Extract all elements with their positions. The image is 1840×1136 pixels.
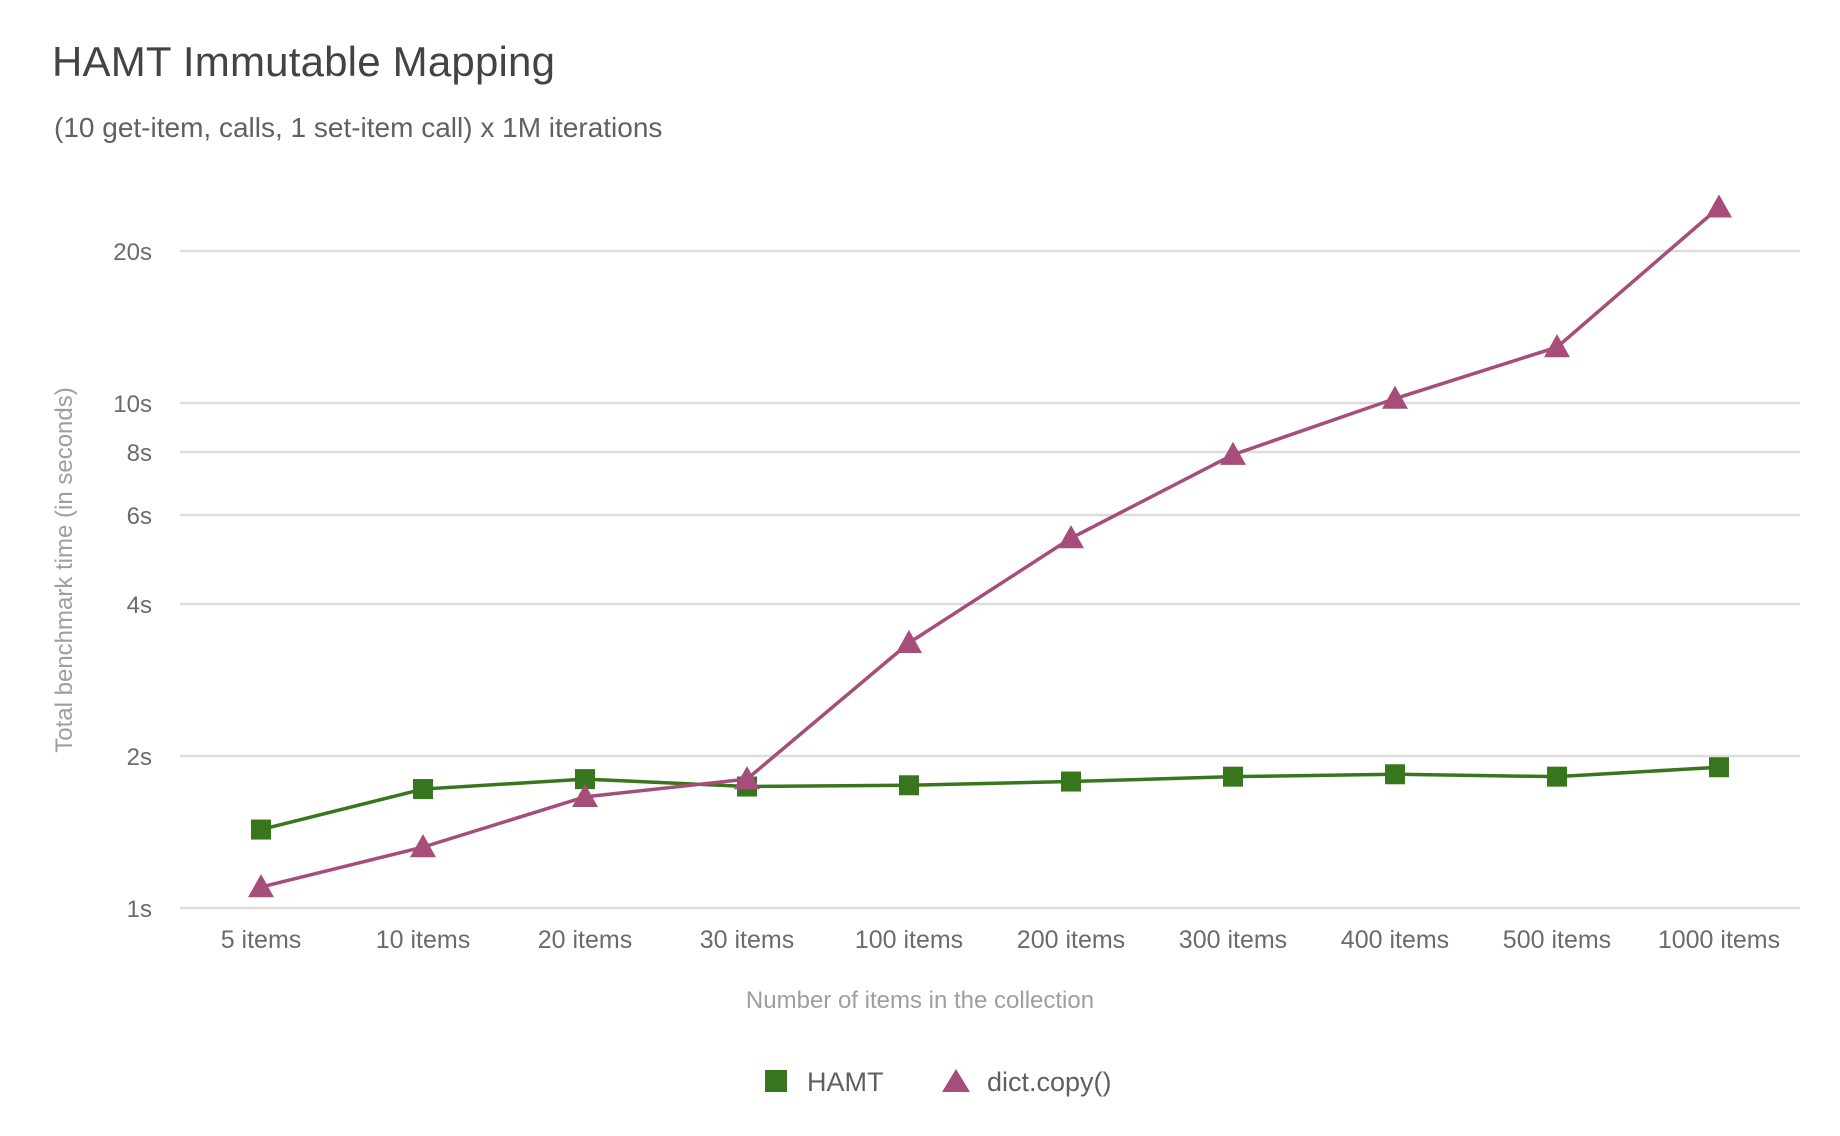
y-axis-tick-label: 20s — [113, 239, 152, 266]
chart-title: HAMT Immutable Mapping — [52, 38, 556, 85]
y-axis-tick-label: 2s — [127, 744, 152, 771]
series-line-dict-copy- — [260, 206, 1721, 889]
legend-label[interactable]: HAMT — [807, 1067, 884, 1097]
x-axis-title: Number of items in the collection — [746, 987, 1094, 1014]
series-line-hamt — [260, 765, 1720, 832]
triangle-marker — [896, 629, 922, 653]
x-axis-tick-label: 500 items — [1503, 926, 1611, 954]
y-axis-tick-label: 8s — [127, 440, 152, 467]
chart-subtitle: (10 get-item, calls, 1 set-item call) x … — [54, 112, 663, 143]
data-series-group — [248, 194, 1732, 898]
chart-legend: HAMT dict.copy() — [765, 1067, 1112, 1097]
y-axis-tick-label: 1s — [127, 896, 152, 923]
y-axis-tick-labels: 1s 2s 4s 6s 8s 10s 20s — [113, 239, 152, 923]
x-axis-tick-label: 400 items — [1341, 926, 1449, 954]
triangle-marker — [572, 783, 598, 807]
triangle-marker — [734, 766, 760, 790]
square-marker — [1547, 766, 1567, 787]
gridlines — [180, 249, 1800, 910]
square-marker — [899, 775, 919, 796]
x-axis-tick-label: 20 items — [538, 926, 632, 954]
square-marker — [1709, 757, 1729, 778]
x-axis-tick-label: 30 items — [700, 926, 794, 954]
triangle-marker — [1220, 441, 1246, 465]
triangle-marker — [410, 834, 436, 858]
x-axis-tick-label: 5 items — [221, 926, 302, 954]
square-marker — [1385, 764, 1405, 785]
triangle-marker — [1544, 334, 1570, 358]
square-marker[interactable] — [765, 1070, 787, 1092]
triangle-marker — [1058, 525, 1084, 549]
triangle-marker — [248, 874, 274, 898]
triangle-marker — [1706, 194, 1732, 218]
square-marker — [1223, 766, 1243, 787]
x-axis-tick-label: 100 items — [855, 926, 963, 954]
triangle-marker[interactable] — [942, 1069, 970, 1092]
square-marker — [251, 819, 271, 840]
x-axis-tick-label: 300 items — [1179, 926, 1287, 954]
x-axis-tick-label: 1000 items — [1658, 926, 1780, 954]
legend-label[interactable]: dict.copy() — [987, 1067, 1112, 1097]
y-axis-tick-label: 4s — [127, 592, 152, 619]
y-axis-title: Total benchmark time (in seconds) — [51, 387, 78, 752]
square-marker — [575, 769, 595, 790]
square-marker — [413, 779, 433, 800]
x-axis-tick-labels: 5 items 10 items 20 items 30 items 100 items… — [221, 926, 1780, 954]
x-axis-tick-label: 10 items — [376, 926, 470, 954]
y-axis-tick-label: 6s — [127, 503, 152, 530]
triangle-marker — [1382, 385, 1408, 409]
square-marker — [1061, 771, 1081, 792]
y-axis-tick-label: 10s — [113, 391, 152, 418]
x-axis-tick-label: 200 items — [1017, 926, 1125, 954]
